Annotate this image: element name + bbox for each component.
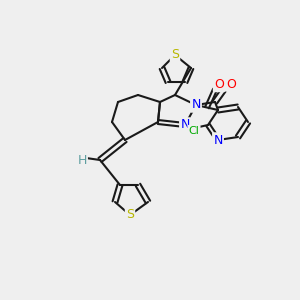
Text: O: O xyxy=(214,78,224,91)
Text: N: N xyxy=(213,134,223,146)
Text: Cl: Cl xyxy=(189,126,200,136)
Text: N: N xyxy=(180,118,190,131)
Text: H: H xyxy=(77,154,87,166)
Text: O: O xyxy=(226,77,236,91)
Text: N: N xyxy=(191,98,201,112)
Text: S: S xyxy=(126,208,134,221)
Text: S: S xyxy=(171,49,179,62)
